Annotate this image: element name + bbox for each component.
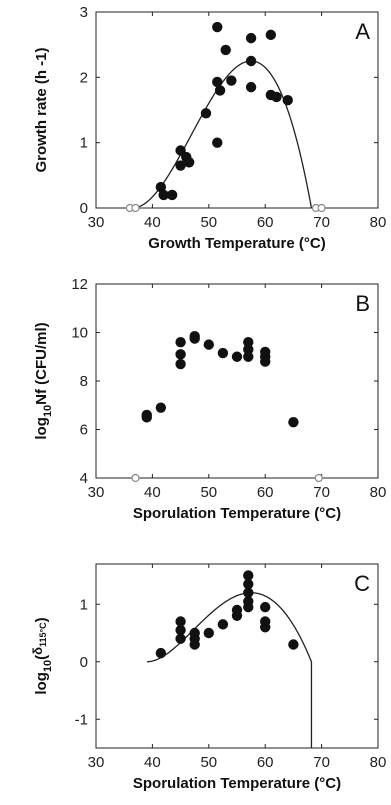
data-point-open xyxy=(131,473,140,483)
data-point xyxy=(217,347,229,359)
x-tick-label: 40 xyxy=(144,484,161,501)
model-curve xyxy=(147,592,313,748)
data-point xyxy=(231,610,243,621)
x-tick-label: 50 xyxy=(200,754,217,771)
data-point xyxy=(243,601,254,613)
x-tick-label: 60 xyxy=(257,754,274,771)
y-tick-label: 0 xyxy=(80,200,88,217)
plot-frame xyxy=(95,563,379,749)
x-tick-label: 70 xyxy=(313,484,330,501)
data-point xyxy=(214,85,226,96)
x-tick-label: 80 xyxy=(370,484,387,501)
data-point xyxy=(212,76,223,88)
data-point xyxy=(217,619,229,630)
data-point xyxy=(189,639,200,650)
data-point xyxy=(260,622,271,633)
data-point xyxy=(220,44,231,56)
data-point xyxy=(265,29,277,41)
data-point xyxy=(183,157,195,168)
data-point xyxy=(155,402,167,413)
x-tick-label: 50 xyxy=(200,214,217,231)
data-point xyxy=(212,137,223,148)
data-point xyxy=(175,358,186,370)
y-axis-label: log10Nf (CFU/ml) xyxy=(33,322,54,439)
y-tick-label: 10 xyxy=(71,325,88,342)
y-tick-label: 0 xyxy=(80,654,88,671)
data-point xyxy=(288,417,299,428)
data-point xyxy=(203,627,214,639)
data-point xyxy=(155,181,167,193)
plot-frame xyxy=(95,283,379,479)
x-tick-label: 50 xyxy=(200,484,217,501)
data-point-open xyxy=(131,203,140,213)
x-axis-label: Growth Temperature (°C) xyxy=(148,235,325,252)
plot-frame xyxy=(95,11,379,209)
panel-label: B xyxy=(355,291,370,316)
x-tick-label: 80 xyxy=(370,214,387,231)
data-point xyxy=(200,108,212,119)
panel-B: 30 40 50 60 70 80 4 6 8 10 12 B Sporulation Temperat… xyxy=(33,276,386,522)
data-point xyxy=(243,344,254,355)
data-point-open xyxy=(314,473,323,483)
y-tick-label: 8 xyxy=(80,373,88,390)
x-tick-label: 70 xyxy=(313,754,330,771)
data-point xyxy=(189,333,200,344)
data-point xyxy=(245,81,257,93)
data-point xyxy=(231,351,243,362)
y-tick-label: 1 xyxy=(80,596,88,613)
data-point xyxy=(175,160,186,171)
data-point xyxy=(175,633,186,644)
data-point xyxy=(166,189,178,201)
y-tick-label: 2 xyxy=(80,69,88,86)
x-tick-label: 60 xyxy=(257,214,274,231)
x-tick-label: 80 xyxy=(370,754,387,771)
x-tick-label: 40 xyxy=(144,214,161,231)
panel-label: C xyxy=(354,571,370,596)
data-point xyxy=(226,75,237,86)
data-point xyxy=(158,189,169,201)
panel-label: A xyxy=(355,19,370,44)
x-tick-label: 30 xyxy=(88,214,105,231)
panel-C: 30 40 50 60 70 80 -1 0 1 C Sporulation Temperature… xyxy=(30,563,387,792)
y-tick-label: 3 xyxy=(80,4,88,21)
y-axis-label: Growth rate (h -1) xyxy=(33,47,50,172)
y-tick-label: 12 xyxy=(71,276,88,293)
y-tick-label: 4 xyxy=(80,470,88,487)
data-point xyxy=(243,578,254,590)
panel-A: 30 40 50 60 70 80 0 1 2 3 A Growth Temperature (°C)… xyxy=(33,4,386,252)
data-point xyxy=(243,587,254,598)
data-point xyxy=(282,95,293,106)
data-point xyxy=(271,91,282,103)
x-axis-label: Sporulation Temperature (°C) xyxy=(133,775,341,792)
x-axis-label: Sporulation Temperature (°C) xyxy=(133,505,341,522)
x-tick-label: 70 xyxy=(313,214,330,231)
data-point xyxy=(260,601,271,613)
data-point xyxy=(260,356,271,367)
x-tick-label: 40 xyxy=(144,754,161,771)
x-tick-label: 60 xyxy=(257,484,274,501)
data-point xyxy=(155,647,167,659)
data-point xyxy=(175,624,186,636)
data-point xyxy=(212,21,223,33)
data-point xyxy=(141,412,152,423)
x-tick-label: 30 xyxy=(88,754,105,771)
data-point xyxy=(175,349,186,360)
data-point xyxy=(243,337,254,348)
data-point xyxy=(243,351,254,362)
data-point xyxy=(243,570,254,581)
data-point xyxy=(175,337,186,348)
data-point-open xyxy=(317,203,326,213)
y-tick-label: 6 xyxy=(80,422,88,439)
y-tick-label: -1 xyxy=(75,711,88,728)
data-point xyxy=(288,639,299,650)
data-point xyxy=(245,32,257,44)
data-point xyxy=(203,339,214,350)
data-point xyxy=(245,55,257,67)
y-tick-label: 1 xyxy=(80,135,88,152)
data-point xyxy=(175,616,186,627)
x-tick-label: 30 xyxy=(88,484,105,501)
y-axis-label: log10(δ115°C) xyxy=(30,617,54,694)
